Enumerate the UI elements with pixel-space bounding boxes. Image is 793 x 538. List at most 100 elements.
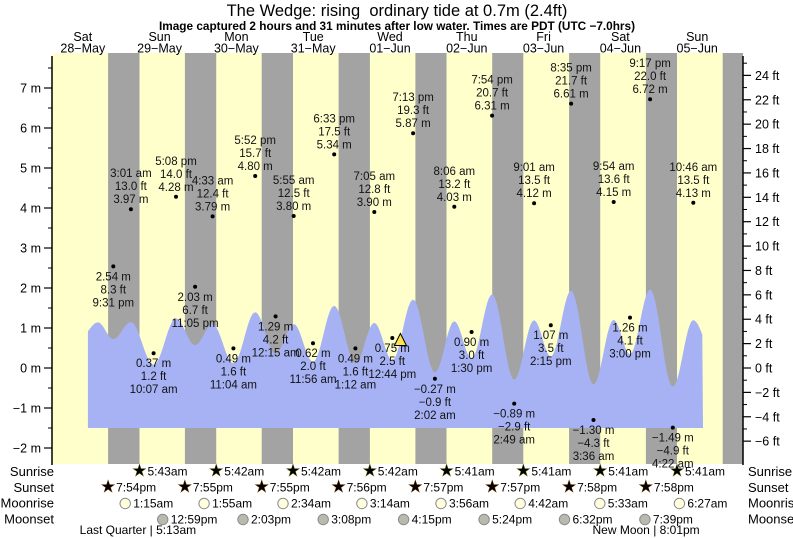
sunset-star-icon: ★ [409,479,422,496]
tide-point-dot [193,284,198,289]
day-date-label: 04−Jun [600,42,641,56]
tide-annotation-m: 0.49 m [338,353,373,365]
tide-annotation-ft: 12.4 ft [197,188,230,200]
tide-annotation-m: −0.27 m [414,384,456,396]
tide-annotation-m: 3.97 m [113,194,148,206]
tide-annotation-m: 1.29 m [258,321,293,333]
moonrise-time: 4:42am [528,497,568,511]
right-axis-tick-label: 18 ft [755,142,780,156]
tide-annotation-time: 11:04 am [210,379,257,391]
tide-annotation-m: 5.34 m [317,139,352,151]
moonrise-time: 3:56am [449,497,489,511]
current-time-triangle [393,332,408,346]
tide-annotation-ft: −4.3 ft [577,438,610,450]
low-tide-annotation: 0.90 m3.0 ft1:30 pm [451,330,492,375]
sunset-row-label-right: Sunset [748,480,789,495]
sunrise-time: 5:41am [531,465,571,479]
tide-annotation-ft: 8.3 ft [101,284,127,296]
sunset-time: 7:55pm [193,481,233,495]
tide-point-dot [591,418,596,422]
day-name-label: Sat [73,30,92,44]
tide-point-dot [311,341,315,346]
tide-annotation-ft: 12.8 ft [358,184,391,196]
tide-annotation-ft: 13.5 ft [518,175,551,187]
sunset-time: 7:54pm [116,481,156,495]
tide-annotation-m: 0.37 m [136,358,171,370]
moonrise-time: 5:33am [608,497,648,511]
moonset-time: 12:59pm [171,513,218,527]
right-axis-tick-label: 12 ft [755,215,780,229]
moonrise-time: 1:55am [212,497,252,511]
chart-subtitle: Image captured 2 hours and 31 minutes af… [159,19,635,33]
moonset-moon-icon [317,513,329,526]
sunrise-star-icon: ★ [670,463,683,480]
tide-annotation-time: 12:15 am [252,347,300,359]
right-axis-tick-label: 16 ft [755,166,780,180]
tide-annotation-time: 9:54 am [593,161,635,173]
day-name-label: Sat [611,30,630,44]
day-labels: Sat28−MaySun29−MayMon30−MayTue31−MayWed0… [60,30,718,56]
tide-annotation-m: 6.61 m [554,89,589,101]
tide-point-dot [512,401,517,406]
left-axis-tick-label: 1 m [20,322,41,336]
right-axis-tick-label: 4 ft [755,313,773,327]
low-tide-annotation: −1.30 m−4.3 ft3:36 am [573,418,615,463]
day-date-label: 02−Jun [446,42,487,56]
low-tide-annotation: 1.26 m4.1 ft3:00 pm [609,315,651,361]
tide-annotation-time: 7:13 pm [392,92,434,104]
tide-annotation-time: 10:46 am [669,162,717,174]
tide-annotation-time: 10:07 am [130,384,178,396]
tide-point-dot [648,97,653,102]
tide-annotation-m: 2.03 m [178,292,213,304]
tide-point-dot [670,425,675,430]
tide-annotation-ft: 13.6 ft [598,174,631,186]
moonset-moon-icon [397,513,410,526]
astro-rows: ★ 5:43am ★ 5:42am ★ 5:42am ★ 5:42am ★ 5:41am ★ 5:41… [80,462,728,537]
tide-point-dot [273,314,278,319]
tide-annotation-ft: 4.1 ft [617,336,643,348]
sunset-star-icon: ★ [562,479,575,496]
tide-annotation-m: 6.72 m [633,84,668,96]
tide-annotation-m: 4.03 m [437,192,472,204]
tide-curve [87,289,703,428]
tide-annotation-ft: 1.6 ft [343,366,369,378]
tide-annotation-m: 6.31 m [475,101,510,113]
tide-point-dot [469,330,474,334]
tide-annotation-time: 3:36 am [573,451,615,463]
sunrise-time: 5:42am [224,465,264,479]
tide-point-dot [611,200,616,204]
tide-annotation-m: 0.62 m [295,348,330,360]
sunset-time: 7:57pm [423,481,463,495]
tide-annotation-ft: 12.5 ft [278,188,311,200]
tide-annotation-ft: 17.5 ft [318,126,351,138]
sunset-time: 7:56pm [347,481,387,495]
tide-point-dot [128,207,133,212]
tide-annotation-m: 1.07 m [533,330,568,342]
moonrise-moon-icon [198,497,210,510]
sunrise-row-label-left: Sunrise [10,464,54,479]
tide-annotation-ft: 15.7 ft [239,148,272,160]
sunset-time: 7:55pm [270,481,310,495]
tide-annotation-ft: 13.5 ft [677,175,710,187]
axes: 7 m 6 m 5 m 4 m 3 m 2 m 1 m 0 m −1 m −2 m 24 ft 22 … [13,56,780,465]
day-name-label: Fri [536,30,551,44]
tide-annotation-time: 2:15 pm [530,356,572,368]
night-band [722,53,743,464]
right-axis-tick-label: 14 ft [755,191,780,205]
page-title: The Wedge: rising ordinary tide at 0.7m … [227,2,568,20]
moonset-row-label-left: Moonset [4,512,54,527]
right-axis-tick-label: 6 ft [755,288,773,302]
moonset-moon-icon [237,513,249,526]
sunrise-star-icon: ★ [286,463,299,480]
sunrise-time: 5:41am [685,465,725,479]
left-axis-tick-label: 4 m [20,202,41,216]
